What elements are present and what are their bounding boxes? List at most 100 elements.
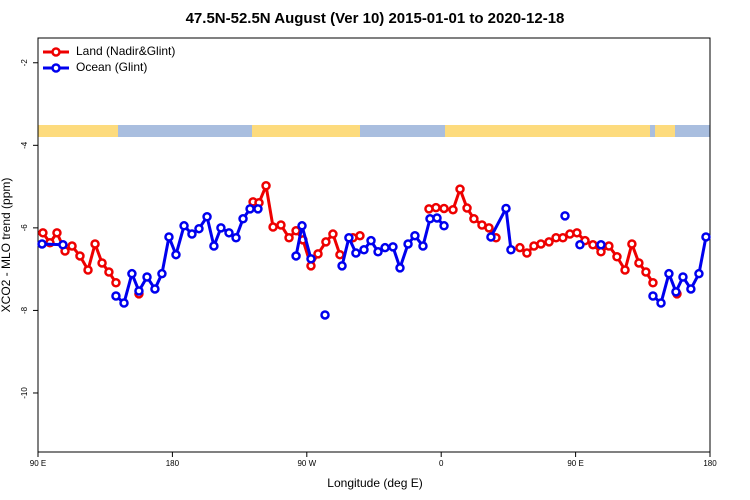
land-band [38, 125, 118, 137]
data-point [701, 232, 711, 242]
data-point [104, 267, 114, 277]
data-point [664, 268, 674, 279]
data-point [648, 278, 658, 288]
legend: Land (Nadir&Glint) Ocean (Glint) [43, 44, 175, 74]
data-point [418, 241, 428, 251]
y-tick-label: -2 [20, 59, 29, 67]
data-point [261, 181, 271, 191]
data-point [67, 241, 77, 251]
y-axis-label: XCO2 - MLO trend (ppm) [0, 178, 13, 313]
legend-marker [51, 47, 61, 57]
data-point [641, 267, 651, 277]
data-point [52, 228, 62, 238]
data-point [209, 241, 219, 251]
data-point [469, 214, 479, 224]
data-point [306, 254, 316, 264]
data-point [544, 237, 554, 247]
land-band [252, 125, 360, 137]
data-point [686, 284, 696, 294]
data-point [291, 251, 301, 261]
data-point [164, 232, 174, 242]
data-point [431, 202, 441, 213]
data-point [620, 265, 630, 275]
data-point [439, 221, 449, 231]
data-point [344, 233, 354, 243]
data-point [268, 222, 278, 232]
legend-marker [51, 63, 61, 73]
data-point [694, 268, 704, 279]
data-point [648, 291, 658, 301]
y-tick-label: -10 [20, 387, 29, 399]
data-point [58, 240, 68, 250]
x-tick-label: 90 E [567, 459, 583, 468]
data-point [328, 229, 338, 239]
data-point [439, 203, 449, 214]
data-point [366, 235, 376, 246]
data-point [194, 223, 204, 234]
data-point [37, 239, 47, 249]
data-point [515, 242, 525, 253]
data-point [588, 240, 598, 250]
data-point [627, 239, 637, 249]
data-point [403, 239, 413, 249]
data-point [97, 258, 107, 268]
data-point [231, 233, 241, 243]
data-point [359, 244, 369, 255]
data-point [612, 252, 622, 262]
data-point [575, 240, 585, 250]
data-point [671, 287, 681, 297]
data-point [297, 221, 307, 231]
data-point [157, 268, 167, 279]
data-point [284, 233, 294, 243]
data-point [83, 265, 93, 275]
data-point [484, 223, 494, 233]
data-point [410, 230, 420, 241]
data-point [111, 291, 121, 301]
data-point [187, 229, 197, 239]
data-point [380, 242, 390, 253]
data-point [337, 261, 347, 271]
data-point [276, 220, 286, 230]
data-point [75, 251, 85, 261]
data-point [150, 284, 160, 294]
data-point [111, 278, 121, 288]
data-point [536, 239, 546, 249]
land-ocean-strip [38, 125, 710, 137]
data-point [558, 233, 568, 243]
data-point [448, 204, 458, 215]
data-point [395, 263, 405, 273]
data-point [90, 239, 100, 249]
data-point [321, 237, 331, 247]
x-tick-label: 90 W [297, 459, 316, 468]
data-point [678, 272, 688, 282]
land-band [655, 125, 675, 137]
y-tick-label: -6 [20, 224, 29, 232]
data-point [245, 204, 255, 214]
data-point [455, 184, 465, 194]
data-point [142, 272, 152, 282]
data-point [238, 214, 248, 224]
land-band [445, 125, 650, 137]
data-point [596, 240, 606, 250]
data-point [522, 248, 532, 258]
data-point [506, 244, 516, 255]
data-point [320, 310, 330, 320]
x-axis-label: Longitude (deg E) [327, 476, 422, 490]
data-point [462, 203, 472, 213]
chart-title: 47.5N-52.5N August (Ver 10) 2015-01-01 t… [186, 10, 565, 27]
legend-label: Ocean (Glint) [76, 60, 147, 74]
data-point [313, 249, 323, 259]
x-tick-label: 180 [166, 459, 180, 468]
data-point [355, 230, 365, 241]
y-tick-label: -4 [20, 141, 29, 149]
data-point [253, 204, 263, 214]
data-point [656, 298, 666, 308]
data-point [202, 211, 212, 222]
data-point [134, 286, 144, 296]
data-point [335, 249, 345, 260]
data-point [351, 248, 361, 258]
x-tick-label: 180 [703, 459, 717, 468]
data-point [119, 298, 129, 308]
data-point [604, 241, 614, 251]
